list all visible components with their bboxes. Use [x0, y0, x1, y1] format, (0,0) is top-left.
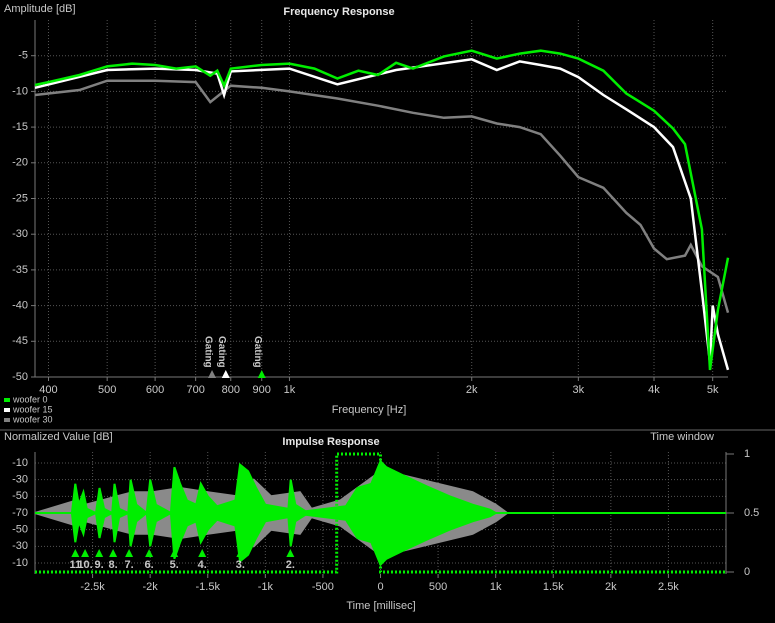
burst-marker	[95, 549, 104, 557]
gating-label: Gating	[202, 336, 213, 368]
burst-marker	[170, 549, 179, 557]
chart-title: Impulse Response	[282, 436, 379, 448]
x-tick-label: 800	[222, 384, 240, 396]
burst-label: 3.	[236, 559, 245, 571]
y-tick-label: -30	[12, 540, 28, 552]
x-tick-label: -1.5k	[196, 581, 221, 593]
y-tick-label: -30	[12, 474, 28, 486]
burst-label: 9.	[95, 559, 104, 571]
x-tick-label: 700	[186, 384, 204, 396]
gating-marker	[208, 370, 217, 378]
burst-label: 10.	[77, 559, 92, 571]
chart-title: Frequency Response	[283, 6, 394, 18]
x-axis-label: Time [millisec]	[346, 600, 415, 612]
x-tick-label: -1k	[258, 581, 274, 593]
burst-marker	[286, 549, 295, 557]
y2-tick-label: 0	[744, 566, 750, 578]
gating-marker	[257, 370, 266, 378]
y-tick-label: -10	[12, 557, 28, 569]
y2-axis-label: Time window	[650, 431, 714, 443]
y-tick-label: -30	[12, 228, 28, 240]
y-tick-label: -15	[12, 121, 28, 133]
y-tick-label: -50	[12, 524, 28, 536]
legend-swatch	[4, 418, 10, 422]
legend-label: woofer 0	[12, 394, 48, 404]
burst-label: 8.	[108, 559, 117, 571]
x-tick-label: 400	[39, 384, 57, 396]
burst-marker	[198, 549, 207, 557]
x-tick-label: 1k	[284, 384, 296, 396]
x-axis-label: Frequency [Hz]	[332, 404, 407, 416]
time-window	[35, 452, 726, 574]
burst-label: 6.	[145, 559, 154, 571]
x-tick-label: -2.5k	[80, 581, 105, 593]
y-tick-label: -5	[18, 50, 28, 62]
y-tick-label: -70	[12, 507, 28, 519]
y2-tick-label: 1	[744, 448, 750, 460]
burst-label: 4.	[198, 559, 207, 571]
gating-label: Gating	[216, 336, 227, 368]
frequency-line	[34, 79, 730, 314]
x-tick-label: 2k	[466, 384, 478, 396]
y-tick-label: -50	[12, 371, 28, 383]
x-tick-label: 4k	[648, 384, 660, 396]
x-tick-label: 500	[98, 384, 116, 396]
burst-marker	[236, 549, 245, 557]
y-tick-label: -10	[12, 85, 28, 97]
gating-marker	[221, 370, 230, 378]
burst-marker	[109, 549, 118, 557]
x-tick-label: -500	[312, 581, 334, 593]
burst-marker	[145, 549, 154, 557]
y-tick-label: -25	[12, 192, 28, 204]
x-tick-label: 900	[253, 384, 271, 396]
y2-tick-label: 0.5	[744, 507, 759, 519]
x-tick-label: 3k	[573, 384, 585, 396]
legend-label: woofer 30	[12, 414, 53, 424]
x-tick-label: 500	[429, 581, 447, 593]
burst-marker	[125, 549, 134, 557]
y-tick-label: -40	[12, 300, 28, 312]
x-tick-label: 600	[146, 384, 164, 396]
x-tick-label: 2.5k	[658, 581, 679, 593]
y-axis-label: Normalized Value [dB]	[4, 431, 113, 443]
x-tick-label: 2k	[605, 581, 617, 593]
legend-swatch	[4, 408, 10, 412]
x-tick-label: 1k	[490, 581, 502, 593]
burst-marker	[81, 549, 90, 557]
x-tick-label: 1.5k	[543, 581, 564, 593]
burst-marker	[71, 549, 80, 557]
y-tick-label: -10	[12, 457, 28, 469]
x-tick-label: -2k	[143, 581, 159, 593]
y-tick-label: -35	[12, 264, 28, 276]
gating-label: Gating	[252, 336, 263, 368]
legend-label: woofer 15	[12, 404, 53, 414]
burst-label: 2.	[286, 559, 295, 571]
x-tick-label: 5k	[707, 384, 719, 396]
y-tick-label: -50	[12, 490, 28, 502]
burst-label: 11	[69, 559, 81, 571]
y-tick-label: -20	[12, 157, 28, 169]
burst-label: 7.	[124, 559, 133, 571]
y-axis-label: Amplitude [dB]	[4, 3, 76, 15]
frequency-line	[34, 58, 730, 371]
frequency-line	[34, 49, 730, 371]
burst-label: 5.	[170, 559, 179, 571]
y-tick-label: -45	[12, 335, 28, 347]
legend-swatch	[4, 398, 10, 402]
x-tick-label: 0	[377, 581, 383, 593]
